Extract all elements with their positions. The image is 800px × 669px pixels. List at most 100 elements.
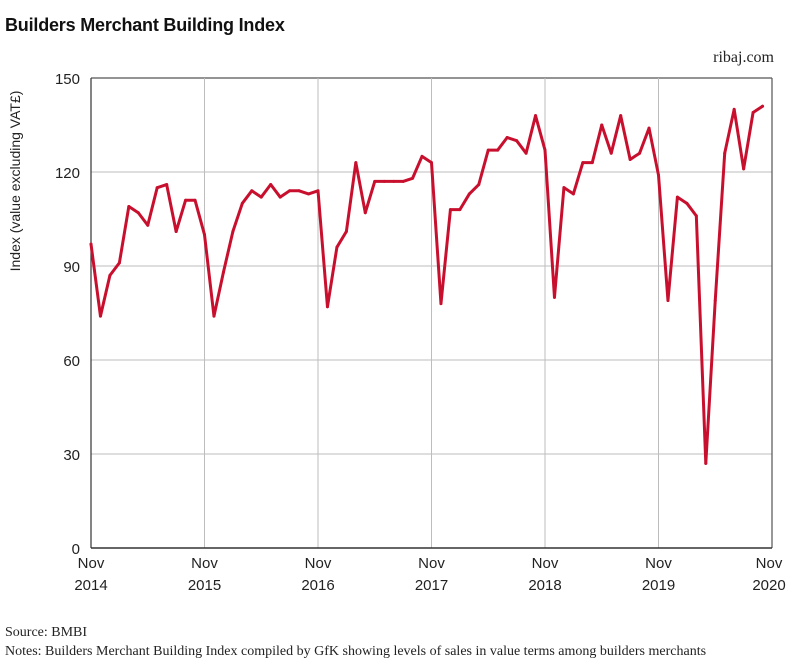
data-point <box>89 242 93 246</box>
y-tick-label: 30 <box>63 447 80 464</box>
data-point <box>619 114 623 118</box>
data-point <box>221 270 225 274</box>
data-point <box>761 104 765 108</box>
x-tick-year: 2019 <box>642 577 675 594</box>
x-tick-month: Nov <box>756 555 783 572</box>
chart-notes: Source: BMBI Notes: Builders Merchant Bu… <box>5 623 706 661</box>
x-tick-month: Nov <box>645 555 672 572</box>
data-point <box>638 151 642 155</box>
data-point <box>628 157 632 161</box>
data-point <box>411 176 415 180</box>
data-point <box>335 245 339 249</box>
x-tick-year: 2017 <box>415 577 448 594</box>
data-point <box>515 139 519 143</box>
data-points <box>89 104 765 465</box>
grid-lines <box>91 77 772 548</box>
data-point <box>382 179 386 183</box>
data-point <box>98 314 102 318</box>
data-point <box>751 110 755 114</box>
x-tick-year: 2018 <box>528 577 561 594</box>
data-point <box>505 136 509 140</box>
y-tick-label: 0 <box>72 541 80 558</box>
data-point <box>420 154 424 158</box>
x-tick-month: Nov <box>78 555 105 572</box>
data-point <box>675 195 679 199</box>
data-point <box>307 192 311 196</box>
data-point <box>165 183 169 187</box>
data-point <box>477 183 481 187</box>
data-point <box>278 195 282 199</box>
x-tick-year: 2016 <box>301 577 334 594</box>
data-point <box>657 173 660 177</box>
x-tick-labels: Nov 2014 Nov 2015 Nov 2016 Nov 2017 Nov 2018 Nov 20… <box>74 555 785 594</box>
notes-text: Notes: Builders Merchant Building Index … <box>5 644 707 659</box>
data-point <box>184 198 188 202</box>
data-point <box>316 189 320 193</box>
y-tick-label: 120 <box>55 165 80 182</box>
y-tick-label: 90 <box>63 259 80 276</box>
data-point <box>552 295 556 299</box>
x-tick-month: Nov <box>305 555 332 572</box>
data-point <box>212 314 216 318</box>
data-point <box>373 179 377 183</box>
data-point <box>647 126 651 130</box>
data-point <box>496 148 500 152</box>
data-point <box>288 189 292 193</box>
data-point <box>344 230 348 234</box>
data-point <box>590 161 594 165</box>
data-point <box>732 107 736 111</box>
data-point <box>439 302 443 306</box>
data-point <box>685 201 689 205</box>
data-point <box>297 189 301 193</box>
data-point <box>600 123 604 127</box>
data-point <box>571 192 575 196</box>
data-point <box>250 189 254 193</box>
data-point <box>117 261 121 265</box>
data-point <box>704 461 708 465</box>
x-tick-month: Nov <box>191 555 218 572</box>
source-note: Source: BMBI <box>5 625 88 640</box>
data-point <box>269 183 273 187</box>
data-point <box>401 179 405 183</box>
data-point <box>146 223 150 227</box>
brand-credit: ribaj.com <box>713 49 774 66</box>
series-layer <box>89 104 765 465</box>
data-point <box>392 179 396 183</box>
data-point <box>363 211 367 215</box>
data-point <box>325 305 329 309</box>
data-point <box>127 204 131 208</box>
y-tick-label: 150 <box>55 71 80 88</box>
series-line <box>89 104 765 465</box>
data-point <box>524 151 528 155</box>
data-point <box>486 148 490 152</box>
y-tick-label: 60 <box>63 353 80 370</box>
data-point <box>534 114 538 118</box>
data-point <box>742 167 746 171</box>
data-point <box>666 298 670 302</box>
data-point <box>562 186 566 190</box>
data-point <box>723 151 727 155</box>
axes <box>90 78 773 549</box>
x-tick-year: 2015 <box>188 577 221 594</box>
data-point <box>543 148 547 152</box>
data-point <box>174 230 178 234</box>
data-point <box>136 211 140 215</box>
data-point <box>354 161 358 165</box>
data-point <box>458 208 462 212</box>
x-tick-year: 2014 <box>74 577 107 594</box>
y-tick-labels: 0 30 60 90 120 150 <box>55 71 80 558</box>
data-point <box>108 273 112 277</box>
data-point <box>581 161 585 165</box>
chart-title: Builders Merchant Building Index <box>5 15 285 35</box>
data-point <box>259 195 263 199</box>
x-tick-year: 2020 <box>752 577 785 594</box>
data-point <box>694 214 698 218</box>
data-point <box>430 161 433 165</box>
data-point <box>193 198 197 202</box>
data-point <box>713 298 717 302</box>
data-point <box>231 230 235 234</box>
data-point <box>240 201 244 205</box>
data-point <box>448 208 452 212</box>
data-point <box>203 233 206 237</box>
data-point <box>467 192 471 196</box>
